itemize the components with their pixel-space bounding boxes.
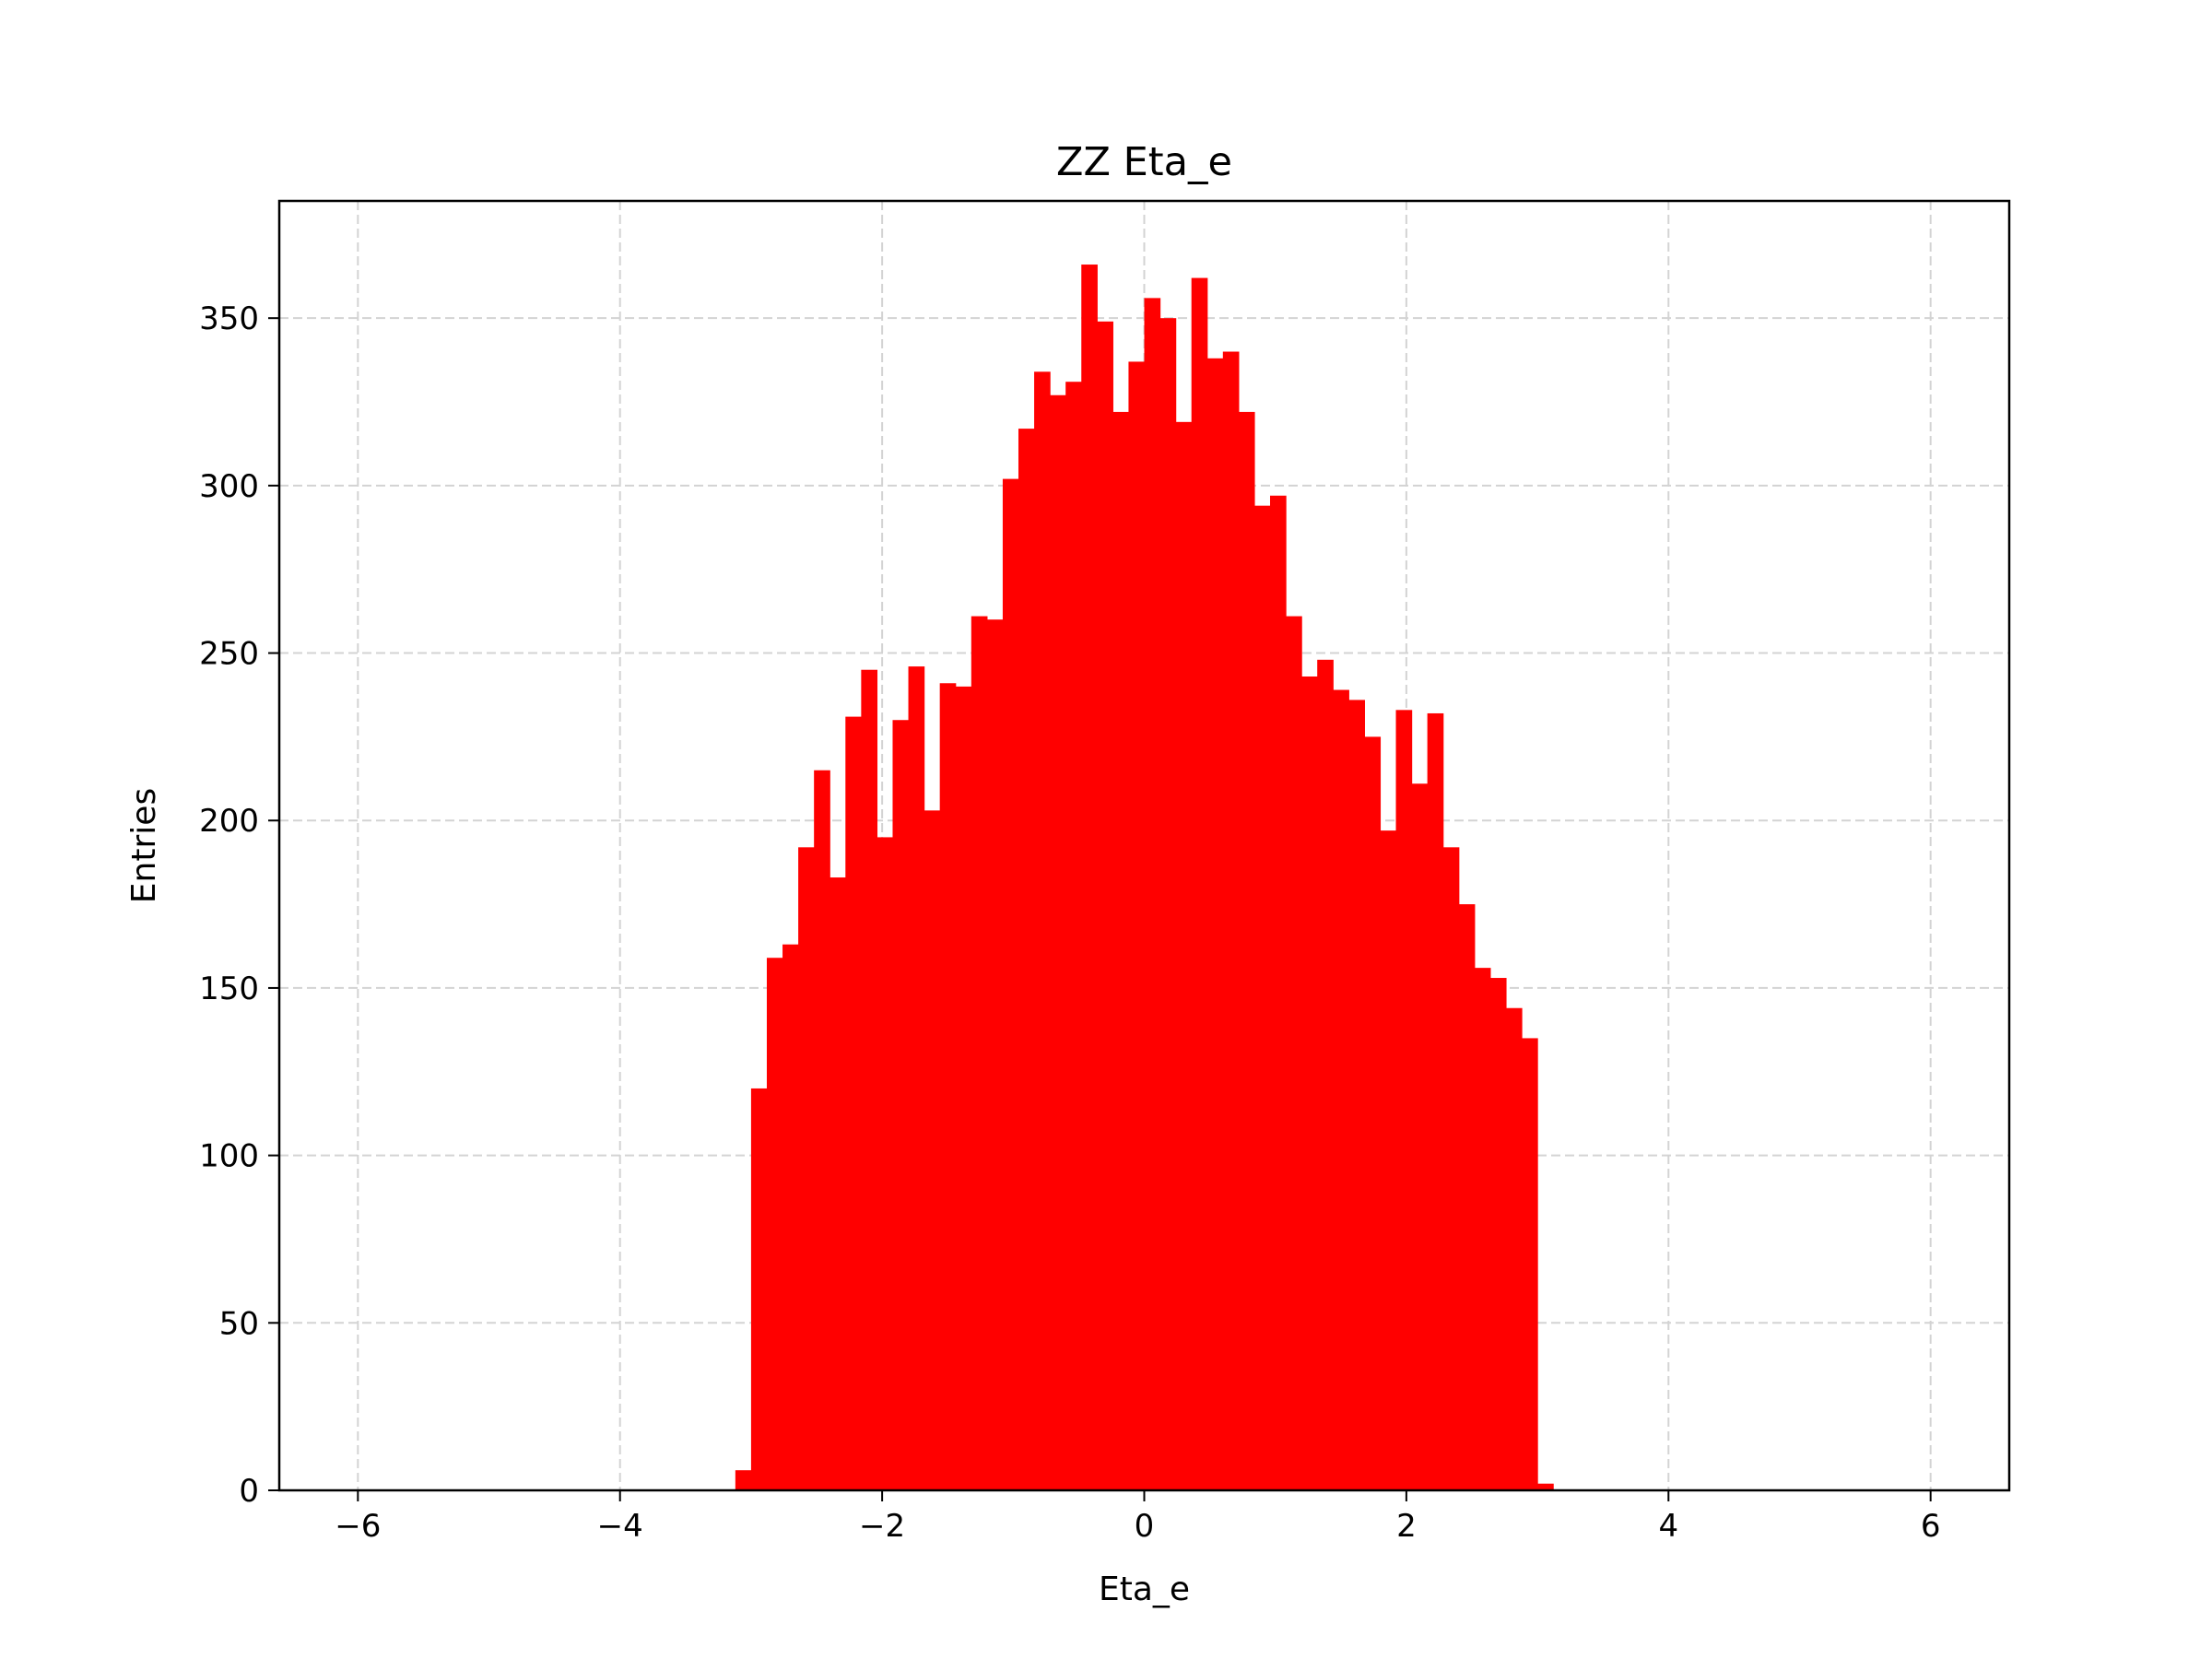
- x-tick-label: 2: [1396, 1508, 1417, 1545]
- histogram-bar: [1286, 616, 1302, 1490]
- histogram-bar: [1489, 978, 1507, 1490]
- histogram-bar: [1175, 421, 1193, 1490]
- histogram-bar: [1002, 478, 1019, 1491]
- histogram-bar: [1333, 689, 1349, 1490]
- y-tick-label: 250: [199, 636, 259, 673]
- histogram-bar: [1206, 358, 1224, 1491]
- y-axis-label: Entries: [125, 788, 163, 903]
- histogram-bar: [1270, 495, 1287, 1490]
- histogram-bar: [1395, 710, 1413, 1490]
- histogram-bar: [1050, 394, 1066, 1491]
- chart-title: ZZ Eta_e: [1056, 139, 1232, 185]
- x-tick-label: 0: [1135, 1508, 1155, 1545]
- y-tick-label: 150: [199, 971, 259, 1007]
- histogram-bar: [1065, 382, 1082, 1490]
- histogram-bar: [1442, 847, 1460, 1490]
- histogram-bar: [845, 716, 862, 1490]
- x-tick-label: −4: [597, 1508, 643, 1545]
- histogram-bar: [1537, 1483, 1554, 1490]
- histogram-bar: [1474, 968, 1491, 1490]
- y-axis-ticks: 0 50 100 150 200 250 300 350: [199, 300, 279, 1510]
- histogram-bar: [924, 810, 941, 1490]
- histogram-bar: [908, 666, 925, 1490]
- y-tick-label: 0: [239, 1473, 259, 1510]
- histogram-bar: [971, 616, 988, 1490]
- histogram-bar: [766, 958, 783, 1490]
- x-tick-label: −2: [859, 1508, 905, 1545]
- histogram-bar: [798, 847, 815, 1490]
- histogram-bar: [1112, 411, 1130, 1491]
- histogram-bar: [1317, 659, 1334, 1490]
- y-tick-label: 300: [199, 468, 259, 505]
- histogram-bar: [955, 686, 972, 1490]
- histogram-bar: [1522, 1038, 1538, 1490]
- histogram-bar: [877, 837, 894, 1490]
- histogram-bar: [782, 944, 799, 1490]
- histogram-bar: [1081, 265, 1098, 1491]
- histogram-bar: [986, 619, 1004, 1490]
- y-tick-label: 350: [199, 300, 259, 337]
- histogram-bar: [1128, 361, 1146, 1490]
- histogram-bar: [1097, 321, 1113, 1491]
- histogram-bar: [939, 683, 957, 1490]
- y-tick-label: 200: [199, 803, 259, 840]
- histogram-bar: [830, 877, 846, 1490]
- histogram-bar: [861, 669, 878, 1490]
- histogram-bar: [1301, 676, 1318, 1490]
- histogram-bar: [1034, 371, 1051, 1491]
- histogram-bar: [1018, 429, 1035, 1491]
- histogram-bar: [1253, 505, 1271, 1490]
- x-tick-label: −6: [335, 1508, 381, 1545]
- histogram-bar: [892, 720, 910, 1490]
- histogram-bar: [1505, 1007, 1523, 1490]
- histogram-bar: [750, 1088, 768, 1490]
- x-axis-ticks: −6 −4 −2 0 2 4 6: [335, 1490, 1941, 1545]
- x-tick-label: 6: [1921, 1508, 1941, 1545]
- histogram-bar: [1364, 736, 1382, 1490]
- x-axis-label: Eta_e: [1099, 1571, 1190, 1608]
- histogram-bar: [1348, 700, 1365, 1490]
- histogram-bar: [735, 1470, 752, 1490]
- histogram-bar: [1380, 830, 1397, 1490]
- histogram-bar: [814, 770, 830, 1490]
- histogram-bar: [1458, 904, 1476, 1490]
- histogram-bar: [1159, 318, 1177, 1490]
- histogram-bars: [735, 265, 1554, 1491]
- histogram-bar: [1411, 783, 1429, 1490]
- histogram-bar: [1191, 277, 1208, 1490]
- histogram-bar: [1144, 298, 1161, 1491]
- histogram-bar: [1222, 351, 1240, 1490]
- histogram-bar: [1427, 712, 1444, 1490]
- histogram-bar: [1238, 411, 1255, 1491]
- y-tick-label: 50: [219, 1305, 259, 1342]
- y-tick-label: 100: [199, 1138, 259, 1175]
- x-tick-label: 4: [1658, 1508, 1678, 1545]
